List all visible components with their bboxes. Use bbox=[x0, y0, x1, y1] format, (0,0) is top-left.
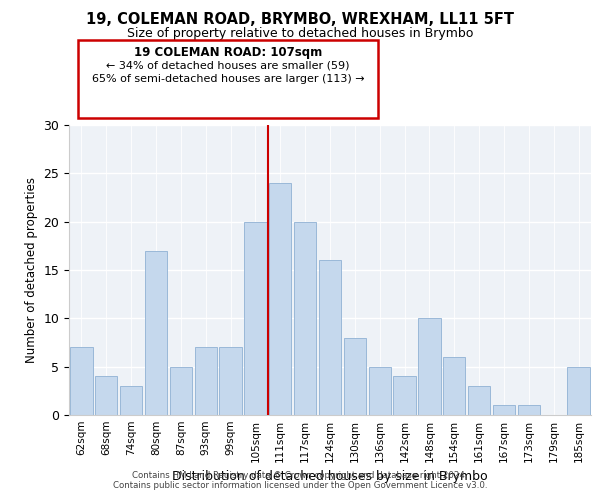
Bar bbox=[170, 366, 192, 415]
Bar bbox=[568, 366, 590, 415]
Bar bbox=[344, 338, 366, 415]
Bar bbox=[220, 348, 242, 415]
Bar bbox=[95, 376, 118, 415]
Text: Contains HM Land Registry data © Crown copyright and database right 2024.: Contains HM Land Registry data © Crown c… bbox=[132, 471, 468, 480]
Text: Contains public sector information licensed under the Open Government Licence v3: Contains public sector information licen… bbox=[113, 481, 487, 490]
Bar bbox=[518, 406, 540, 415]
Bar bbox=[368, 366, 391, 415]
Bar bbox=[120, 386, 142, 415]
X-axis label: Distribution of detached houses by size in Brymbo: Distribution of detached houses by size … bbox=[172, 470, 488, 484]
Text: Size of property relative to detached houses in Brymbo: Size of property relative to detached ho… bbox=[127, 28, 473, 40]
Bar bbox=[418, 318, 440, 415]
Bar bbox=[269, 183, 292, 415]
Bar bbox=[70, 348, 92, 415]
Text: 19 COLEMAN ROAD: 107sqm: 19 COLEMAN ROAD: 107sqm bbox=[134, 46, 322, 59]
Bar bbox=[145, 250, 167, 415]
Bar bbox=[394, 376, 416, 415]
Bar bbox=[244, 222, 266, 415]
Bar bbox=[194, 348, 217, 415]
Bar bbox=[493, 406, 515, 415]
Text: ← 34% of detached houses are smaller (59): ← 34% of detached houses are smaller (59… bbox=[106, 61, 350, 71]
Bar bbox=[319, 260, 341, 415]
Y-axis label: Number of detached properties: Number of detached properties bbox=[25, 177, 38, 363]
Bar bbox=[443, 357, 466, 415]
Bar bbox=[294, 222, 316, 415]
Text: 65% of semi-detached houses are larger (113) →: 65% of semi-detached houses are larger (… bbox=[92, 74, 364, 84]
Bar bbox=[468, 386, 490, 415]
Text: 19, COLEMAN ROAD, BRYMBO, WREXHAM, LL11 5FT: 19, COLEMAN ROAD, BRYMBO, WREXHAM, LL11 … bbox=[86, 12, 514, 28]
